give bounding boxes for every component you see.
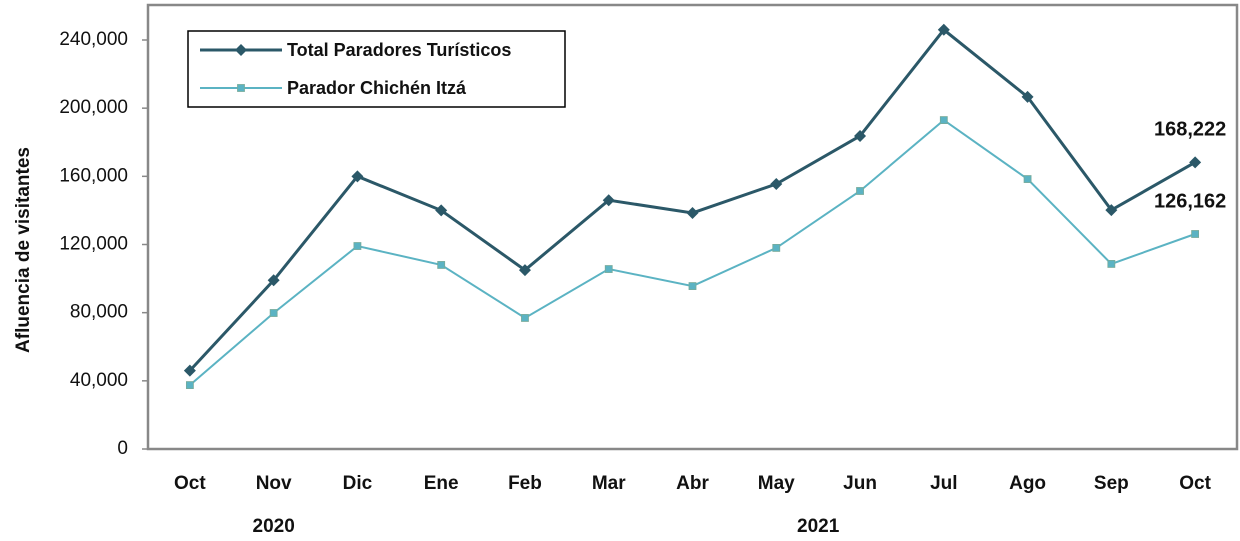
data-label: 168,222 xyxy=(1154,119,1226,141)
marker xyxy=(1105,204,1118,217)
marker xyxy=(854,129,867,142)
series-line xyxy=(189,118,1196,386)
marker xyxy=(183,364,196,377)
x-tick-label: May xyxy=(758,473,795,494)
marker xyxy=(1189,156,1202,169)
x-tick-label: Mar xyxy=(592,473,626,494)
x-tick-label: Dic xyxy=(343,473,373,494)
legend-label: Parador Chichén Itzá xyxy=(287,78,467,98)
marker xyxy=(353,242,362,250)
plot-frame xyxy=(146,3,1239,451)
marker xyxy=(269,309,278,317)
x-tick-label: Oct xyxy=(174,473,206,494)
marker xyxy=(237,84,245,92)
x-tick-label: Feb xyxy=(508,473,542,494)
x-tick-label: Ene xyxy=(424,473,459,494)
data-label: 126,162 xyxy=(1154,190,1226,212)
marker xyxy=(185,381,194,389)
legend-label: Total Paradores Turísticos xyxy=(287,40,511,60)
marker xyxy=(772,244,781,252)
year-label: 2020 xyxy=(253,516,295,537)
x-tick-label: Ago xyxy=(1009,473,1046,494)
y-tick-label: 200,000 xyxy=(59,97,128,118)
y-tick-label: 160,000 xyxy=(59,165,128,186)
marker xyxy=(521,314,529,322)
y-axis-title: Afluencia de visitantes xyxy=(13,147,34,353)
marker xyxy=(518,264,531,277)
marker xyxy=(437,261,446,269)
marker xyxy=(1021,90,1034,103)
marker xyxy=(1107,260,1116,268)
legend-box xyxy=(187,30,566,108)
x-tick-label: Nov xyxy=(256,473,292,494)
y-tick-label: 0 xyxy=(117,438,128,459)
x-tick-label: Jun xyxy=(843,473,877,494)
x-tick-label: Abr xyxy=(676,473,709,494)
marker xyxy=(688,282,697,290)
marker xyxy=(351,170,364,183)
marker xyxy=(267,274,280,287)
marker xyxy=(435,204,448,217)
x-tick-label: Jul xyxy=(930,473,957,494)
x-tick-label: Oct xyxy=(1179,473,1211,494)
year-label: 2021 xyxy=(797,516,840,537)
marker xyxy=(1023,175,1032,183)
marker xyxy=(235,44,247,56)
marker xyxy=(937,23,950,36)
marker xyxy=(1191,230,1200,238)
marker xyxy=(770,178,783,191)
y-tick-label: 80,000 xyxy=(70,302,128,323)
y-tick-label: 40,000 xyxy=(70,370,128,391)
y-tick-label: 120,000 xyxy=(59,234,128,255)
y-tick-label: 240,000 xyxy=(59,29,128,50)
x-tick-label: Sep xyxy=(1094,473,1129,494)
marker xyxy=(686,206,699,219)
marker xyxy=(856,187,864,195)
marker xyxy=(602,194,615,207)
marker xyxy=(939,116,948,124)
marker xyxy=(604,265,613,273)
